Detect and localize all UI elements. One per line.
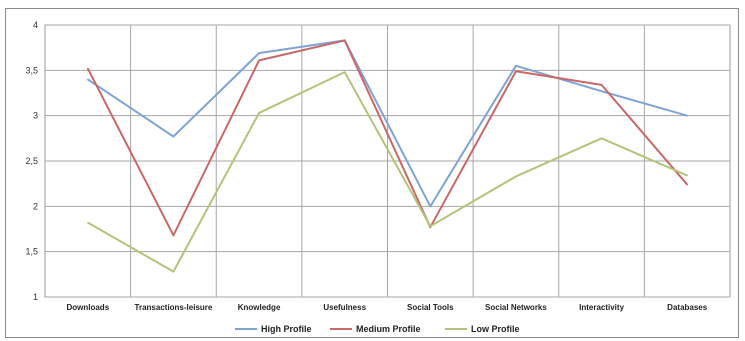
x-tick-label: Social Networks	[485, 303, 547, 312]
x-tick-label: Databases	[667, 303, 708, 312]
y-tick-label: 1	[33, 292, 38, 302]
data-point	[600, 90, 603, 92]
data-point	[87, 67, 89, 70]
data-point	[686, 183, 688, 186]
y-tick-label: 3,5	[25, 65, 38, 75]
x-tick-label: Transactions-leisure	[135, 303, 213, 312]
x-tick-label: Interactivity	[579, 303, 624, 312]
data-point	[515, 70, 517, 73]
data-point	[429, 205, 432, 208]
legend-label: Medium Profile	[356, 324, 421, 334]
data-point	[87, 221, 89, 224]
data-point	[258, 59, 260, 62]
data-point	[87, 78, 89, 81]
data-point	[600, 84, 603, 86]
data-point	[686, 174, 688, 177]
data-point	[172, 135, 175, 138]
data-point	[343, 39, 346, 42]
data-point	[686, 114, 688, 117]
x-tick-label: Usefulness	[323, 303, 366, 312]
data-point	[258, 52, 260, 54]
x-tick-label: Social Tools	[407, 303, 454, 312]
y-tick-label: 2	[33, 201, 38, 211]
data-point	[515, 65, 517, 67]
data-point	[172, 234, 175, 237]
x-tick-label: Downloads	[66, 303, 109, 312]
data-point	[343, 71, 346, 73]
series-line	[87, 71, 688, 273]
legend-label: Low Profile	[471, 324, 520, 334]
legend-label: High Profile	[261, 324, 312, 334]
data-point	[515, 175, 517, 178]
series-line	[86, 39, 688, 237]
data-point	[172, 270, 175, 273]
y-tick-label: 2,5	[25, 156, 38, 166]
data-point	[429, 225, 432, 228]
data-point	[600, 137, 603, 140]
y-tick-label: 4	[33, 20, 38, 30]
y-tick-label: 3	[33, 111, 38, 121]
series-line	[87, 39, 688, 208]
data-point	[258, 112, 260, 114]
x-tick-label: Knowledge	[238, 303, 281, 312]
y-tick-label: 1,5	[25, 247, 38, 257]
